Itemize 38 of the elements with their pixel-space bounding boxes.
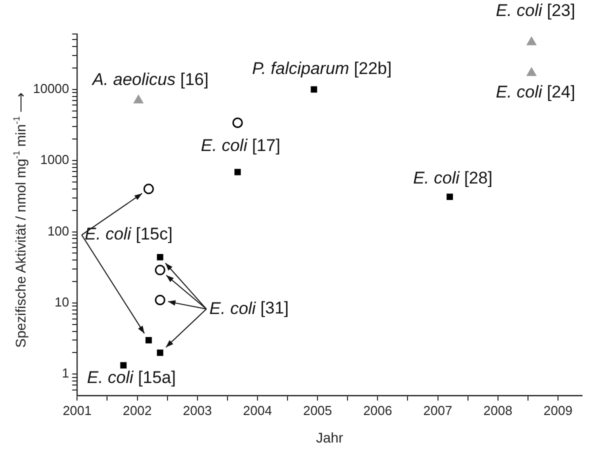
point [154, 294, 166, 306]
point [526, 66, 537, 76]
annotation: E. coli [15a] [87, 368, 176, 388]
y-tick-label: 1 [62, 366, 70, 381]
x-tick-label: 2007 [423, 402, 452, 418]
x-tick-label: 2006 [363, 402, 392, 418]
point [133, 94, 144, 104]
point [526, 36, 537, 46]
point [232, 118, 243, 128]
annotation: E. coli [15c] [84, 224, 173, 244]
point [154, 264, 166, 276]
annotation: A. aeolicus [16] [91, 70, 209, 90]
x-tick-label: 2008 [483, 402, 512, 418]
annotation: E. coli [28] [413, 168, 492, 188]
point [143, 184, 154, 194]
x-tick-label: 2005 [303, 402, 332, 418]
point [310, 86, 318, 93]
point [234, 168, 241, 176]
x-axis-title: Jahr [316, 429, 344, 446]
point [156, 254, 164, 260]
annotation: P. falciparum [22b] [252, 59, 392, 78]
y-tick-label: 10000 [32, 80, 70, 96]
annotation: E. coli [31] [209, 298, 289, 318]
y-tick-label: 10 [54, 294, 70, 310]
y-tick-label: 100 [47, 223, 70, 238]
annotation: E. coli [24] [496, 82, 576, 102]
point [145, 337, 152, 344]
x-tick-label: 2003 [182, 402, 212, 418]
x-tick-label: 2009 [544, 402, 572, 418]
x-tick-label: 2001 [62, 402, 92, 418]
point [120, 362, 127, 369]
point [156, 350, 164, 356]
point [446, 194, 453, 200]
x-tick-label: 2002 [122, 402, 152, 418]
y-tick-label: 1000 [40, 152, 70, 168]
x-tick-label: 2004 [242, 402, 272, 418]
annotation: E. coli [23] [496, 0, 576, 20]
annotation: E. coli [17] [200, 136, 280, 155]
